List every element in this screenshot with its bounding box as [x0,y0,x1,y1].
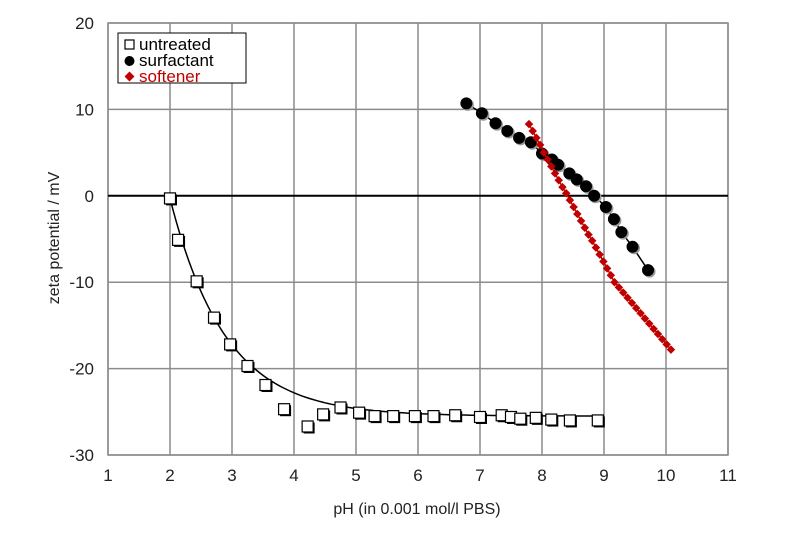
data-point [545,413,558,426]
x-tick-label: 11 [719,466,737,485]
tick-labels: 1 2 3 4 5 6 7 8 9 10 11 20 10 0 -10 -20 -30 [69,14,736,485]
data-point [580,180,593,193]
data-point [653,329,663,339]
data-point [529,411,542,424]
data-point [427,410,440,423]
legend: untreated surfactant softener [117,32,247,86]
plot-area [163,97,676,434]
data-point [449,409,462,422]
data-point [317,408,330,421]
x-tick-label: 4 [289,466,298,485]
data-point [649,324,658,334]
data-point [640,314,650,323]
series-surfactant [460,97,656,278]
data-point [241,359,254,373]
data-point [610,277,619,287]
data-point [602,264,612,273]
data-point [631,303,641,313]
data-point [563,414,577,427]
data-point [607,213,620,226]
data-point [353,406,366,419]
y-tick-label: 20 [75,14,94,33]
legend-marker-surfactant [124,56,135,66]
data-point [618,288,628,297]
legend-label-untreated: untreated [139,35,211,54]
data-point [636,309,645,318]
x-tick-label: 3 [227,466,236,485]
x-tick-label: 6 [413,466,422,485]
data-point [207,311,221,324]
series-softener [524,119,676,354]
data-point [489,117,502,130]
data-point [552,158,565,171]
y-axis-label: zeta potential / mV [46,171,63,304]
legend-marker-softener [124,71,135,82]
data-point [277,403,291,416]
y-tick-label: -10 [69,273,94,292]
data-point [570,173,583,186]
grid [107,22,729,456]
x-tick-label: 10 [657,466,676,485]
data-point [368,410,381,423]
data-point [599,201,612,214]
data-point [501,125,514,137]
series-untreated [163,192,605,434]
data-point [301,420,314,433]
data-point [514,412,527,425]
legend-marker-untreated [124,39,135,50]
data-point [666,345,676,354]
x-tick-label: 8 [537,466,546,485]
data-point [460,97,473,110]
data-point [171,233,185,246]
x-tick-label: 5 [351,466,360,485]
y-tick-label: 10 [75,100,94,119]
legend-label-softener: softener [139,67,201,86]
data-point [513,131,526,144]
x-tick-label: 7 [475,466,484,485]
data-point [615,226,628,239]
y-tick-label: -20 [69,360,94,379]
data-point [163,192,177,205]
x-axis-label: pH (in 0.001 mol/l PBS) [333,501,500,518]
data-point [591,414,604,427]
y-tick-label: -30 [69,446,94,465]
data-point [658,334,667,344]
data-point [645,319,654,328]
data-point [588,189,601,202]
data-point [334,401,347,414]
data-point [408,410,421,423]
data-point [387,410,400,423]
data-point [662,340,671,349]
data-point [623,293,632,302]
data-point [614,283,624,292]
data-point [599,257,608,266]
data-point [190,275,203,288]
x-tick-label: 2 [165,466,174,485]
x-tick-label: 1 [103,466,112,485]
data-point [475,107,488,120]
y-tick-label: 0 [85,187,94,206]
data-point [224,338,237,351]
data-point [259,378,272,392]
data-point [642,264,655,277]
data-point [627,298,637,308]
data-point [473,410,487,424]
legend-label-surfactant: surfactant [139,51,214,70]
data-point [626,240,639,253]
x-tick-label: 9 [599,466,608,485]
data-point [606,271,616,280]
